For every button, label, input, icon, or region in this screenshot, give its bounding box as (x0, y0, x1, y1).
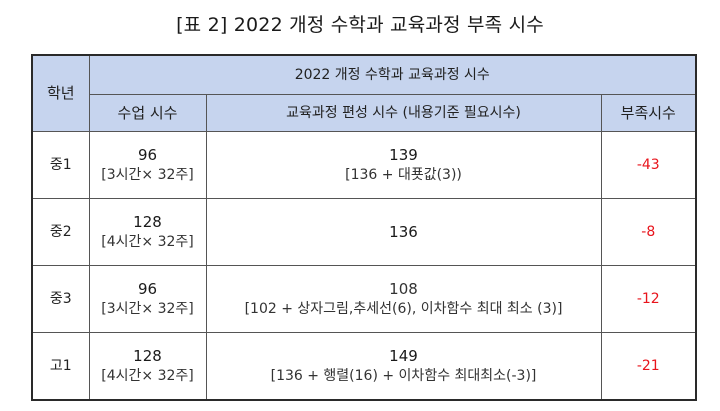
curriculum-hours-table: 학년 2022 개정 수학과 교육과정 시수 수업 시수 교육과정 편성 시수 … (31, 54, 698, 401)
curriculum-hours-value: 136 (389, 222, 418, 241)
class-hours-value: 128 (133, 347, 162, 366)
header-grade: 학년 (31, 54, 90, 132)
deficit-cell: -21 (600, 332, 697, 401)
class-hours-cell: 128 [4시간× 32주] (88, 198, 207, 266)
class-hours-value: 128 (133, 213, 162, 232)
table-caption: [표 2] 2022 개정 수학과 교육과정 부족 시수 (176, 14, 544, 36)
table-row: 중1 96 [3시간× 32주] 139 [136 + 대푯값(3)) -43 (31, 131, 697, 199)
grade-cell: 중2 (31, 198, 90, 266)
grade-cell: 중1 (31, 131, 90, 199)
curriculum-hours-detail: [136 + 대푯값(3)) (345, 166, 462, 183)
header-deficit: 부족시수 (600, 94, 697, 132)
deficit-cell: -43 (600, 131, 697, 199)
header-row-columns: 수업 시수 교육과정 편성 시수 (내용기준 필요시수) 부족시수 (32, 94, 697, 132)
header-row-group: 학년 2022 개정 수학과 교육과정 시수 (31, 54, 697, 132)
table-row: 중2 128 [4시간× 32주] 136 -8 (31, 198, 697, 266)
header-curriculum-hours: 교육과정 편성 시수 (내용기준 필요시수) (205, 94, 602, 132)
deficit-cell: -12 (600, 265, 697, 333)
curriculum-hours-value: 108 (389, 280, 418, 299)
curriculum-hours-value: 149 (389, 347, 418, 366)
class-hours-cell: 96 [3시간× 32주] (88, 265, 207, 333)
class-hours-cell: 128 [4시간× 32주] (88, 332, 207, 401)
curriculum-hours-detail: [136 + 행렬(16) + 이차함수 최대최소(-3)] (270, 367, 537, 384)
class-hours-detail: [4시간× 32주] (101, 367, 194, 384)
class-hours-detail: [3시간× 32주] (101, 166, 194, 183)
class-hours-detail: [4시간× 32주] (101, 233, 194, 250)
table-row: 고1 128 [4시간× 32주] 149 [136 + 행렬(16) + 이차… (31, 332, 697, 401)
class-hours-value: 96 (137, 146, 158, 165)
grade-cell: 고1 (31, 332, 90, 401)
curriculum-hours-cell: 136 (205, 198, 602, 266)
curriculum-hours-cell: 149 [136 + 행렬(16) + 이차함수 최대최소(-3)] (205, 332, 602, 401)
class-hours-detail: [3시간× 32주] (101, 300, 194, 317)
curriculum-hours-value: 139 (389, 146, 418, 165)
class-hours-value: 96 (137, 280, 158, 299)
header-class-hours: 수업 시수 (88, 94, 207, 132)
class-hours-cell: 96 [3시간× 32주] (88, 131, 207, 199)
table-row: 중3 96 [3시간× 32주] 108 [102 + 상자그림,추세선(6),… (31, 265, 697, 333)
header-group-title: 2022 개정 수학과 교육과정 시수 (88, 54, 697, 95)
grade-cell: 중3 (31, 265, 90, 333)
curriculum-hours-cell: 139 [136 + 대푯값(3)) (205, 131, 602, 199)
curriculum-hours-detail: [102 + 상자그림,추세선(6), 이차함수 최대 최소 (3)] (244, 300, 563, 317)
deficit-cell: -8 (600, 198, 697, 266)
curriculum-hours-cell: 108 [102 + 상자그림,추세선(6), 이차함수 최대 최소 (3)] (205, 265, 602, 333)
